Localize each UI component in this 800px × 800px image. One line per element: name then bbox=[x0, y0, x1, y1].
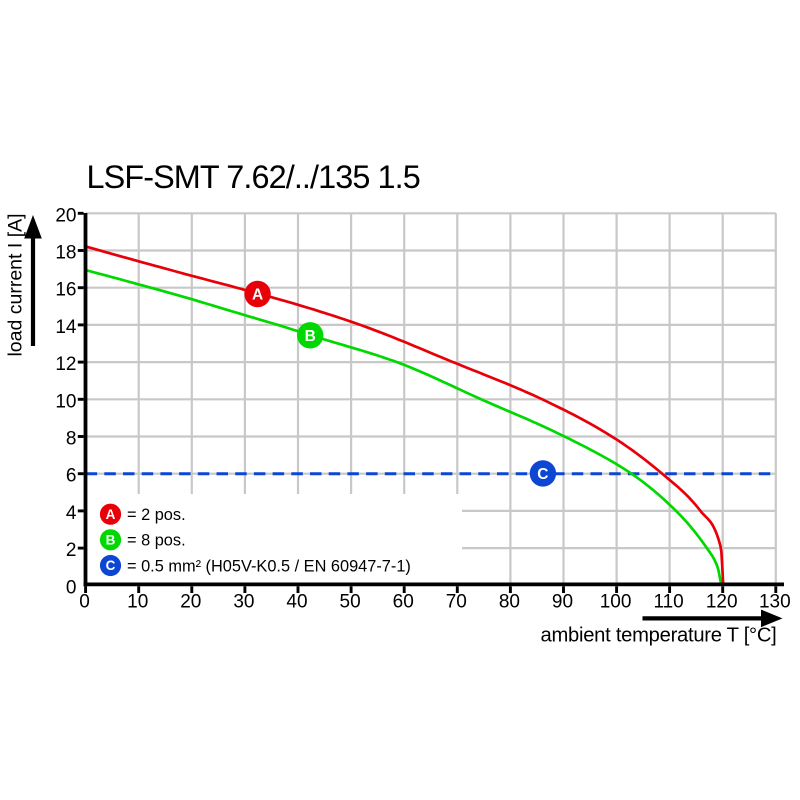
svg-text:= 2 pos.: = 2 pos. bbox=[127, 506, 186, 524]
svg-text:30: 30 bbox=[233, 591, 254, 612]
svg-text:20: 20 bbox=[55, 205, 76, 226]
svg-text:60: 60 bbox=[393, 591, 414, 612]
svg-text:8: 8 bbox=[66, 429, 77, 450]
svg-text:10: 10 bbox=[55, 391, 76, 412]
svg-text:40: 40 bbox=[286, 591, 307, 612]
svg-text:load current I [A]: load current I [A] bbox=[5, 213, 27, 356]
svg-text:B: B bbox=[305, 328, 316, 345]
svg-text:= 0.5 mm² (H05V-K0.5 / EN 6094: = 0.5 mm² (H05V-K0.5 / EN 60947-7-1) bbox=[127, 557, 411, 575]
svg-text:C: C bbox=[106, 558, 116, 573]
svg-text:ambient temperature T [°C]: ambient temperature T [°C] bbox=[541, 625, 777, 647]
svg-text:100: 100 bbox=[600, 591, 632, 612]
svg-text:130: 130 bbox=[759, 591, 791, 612]
svg-text:50: 50 bbox=[340, 591, 361, 612]
svg-text:0: 0 bbox=[79, 591, 90, 612]
svg-text:70: 70 bbox=[446, 591, 467, 612]
svg-text:A: A bbox=[252, 287, 263, 304]
svg-text:18: 18 bbox=[55, 243, 76, 264]
svg-text:4: 4 bbox=[66, 503, 77, 524]
svg-text:= 8 pos.: = 8 pos. bbox=[127, 532, 186, 550]
svg-text:90: 90 bbox=[552, 591, 573, 612]
svg-text:A: A bbox=[106, 507, 116, 522]
svg-text:0: 0 bbox=[66, 577, 77, 598]
svg-text:C: C bbox=[537, 466, 548, 483]
svg-text:14: 14 bbox=[55, 317, 77, 338]
svg-text:16: 16 bbox=[55, 280, 76, 301]
svg-text:2: 2 bbox=[66, 540, 77, 561]
svg-text:B: B bbox=[106, 533, 116, 548]
svg-text:20: 20 bbox=[180, 591, 201, 612]
svg-text:12: 12 bbox=[55, 354, 76, 375]
svg-text:80: 80 bbox=[499, 591, 520, 612]
svg-text:110: 110 bbox=[653, 591, 683, 612]
svg-text:LSF-SMT 7.62/../135 1.5: LSF-SMT 7.62/../135 1.5 bbox=[87, 159, 420, 195]
svg-text:6: 6 bbox=[66, 466, 77, 487]
svg-text:120: 120 bbox=[706, 591, 738, 612]
svg-text:10: 10 bbox=[127, 591, 148, 612]
